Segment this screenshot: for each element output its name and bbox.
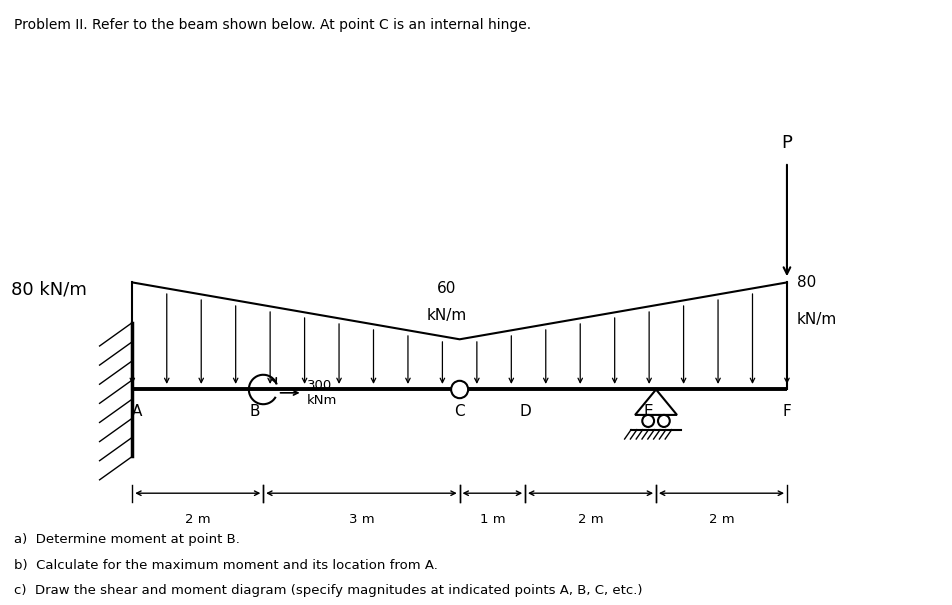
Text: E: E bbox=[644, 404, 653, 419]
Text: F: F bbox=[783, 404, 791, 419]
Text: kN/m: kN/m bbox=[797, 312, 837, 327]
Text: B: B bbox=[249, 404, 260, 419]
Text: 1 m: 1 m bbox=[480, 513, 506, 526]
Circle shape bbox=[451, 381, 468, 398]
Text: 80: 80 bbox=[797, 275, 816, 290]
Text: A: A bbox=[132, 404, 143, 419]
Text: 300
kNm: 300 kNm bbox=[307, 379, 337, 407]
Text: b)  Calculate for the maximum moment and its location from A.: b) Calculate for the maximum moment and … bbox=[14, 559, 438, 572]
Text: a)  Determine moment at point B.: a) Determine moment at point B. bbox=[14, 534, 240, 546]
Text: kN/m: kN/m bbox=[426, 307, 466, 322]
Text: 2 m: 2 m bbox=[578, 513, 604, 526]
Text: 2 m: 2 m bbox=[708, 513, 734, 526]
Text: 60: 60 bbox=[437, 281, 456, 296]
Text: 80 kN/m: 80 kN/m bbox=[11, 280, 87, 298]
Text: c)  Draw the shear and moment diagram (specify magnitudes at indicated points A,: c) Draw the shear and moment diagram (sp… bbox=[14, 584, 643, 597]
Text: P: P bbox=[782, 134, 792, 152]
Text: C: C bbox=[454, 404, 465, 419]
Text: Problem II. Refer to the beam shown below. At point C is an internal hinge.: Problem II. Refer to the beam shown belo… bbox=[14, 18, 531, 32]
Text: 3 m: 3 m bbox=[348, 513, 374, 526]
Text: 2 m: 2 m bbox=[185, 513, 210, 526]
Text: D: D bbox=[519, 404, 531, 419]
